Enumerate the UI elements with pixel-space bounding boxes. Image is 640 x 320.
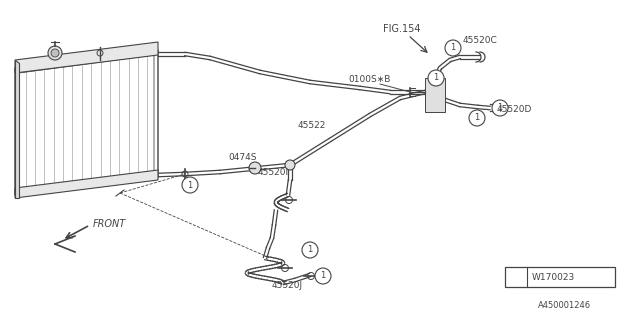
Circle shape [285,160,295,170]
Text: 45520J: 45520J [272,281,303,290]
FancyBboxPatch shape [505,267,615,287]
Circle shape [445,40,461,56]
Text: W170023: W170023 [532,273,575,282]
Circle shape [428,70,444,86]
Text: FIG.154: FIG.154 [383,24,420,34]
Circle shape [182,177,198,193]
Text: 1: 1 [497,103,502,113]
Polygon shape [15,42,158,73]
Text: 45520D: 45520D [497,105,532,114]
Text: 1: 1 [474,114,479,123]
Circle shape [469,110,485,126]
Circle shape [51,49,59,57]
Text: 1: 1 [188,180,193,189]
Text: FRONT: FRONT [93,219,126,229]
Text: 45520C: 45520C [463,36,498,45]
Text: 0100S∗B: 0100S∗B [348,75,390,84]
Text: 0474S: 0474S [228,153,257,162]
Circle shape [315,268,331,284]
Text: 1: 1 [515,273,520,282]
Circle shape [492,100,508,116]
Circle shape [302,242,318,258]
Polygon shape [15,170,158,198]
Text: 1: 1 [307,245,312,254]
Text: A450001246: A450001246 [538,301,591,310]
Text: 1: 1 [451,44,456,52]
Circle shape [48,46,62,60]
Text: 1: 1 [433,74,438,83]
Circle shape [511,270,525,284]
Polygon shape [425,78,445,112]
Text: 1: 1 [321,271,326,281]
Circle shape [249,162,261,174]
Text: 45520I: 45520I [258,168,289,177]
Text: 45522: 45522 [298,121,326,130]
Polygon shape [15,60,19,198]
